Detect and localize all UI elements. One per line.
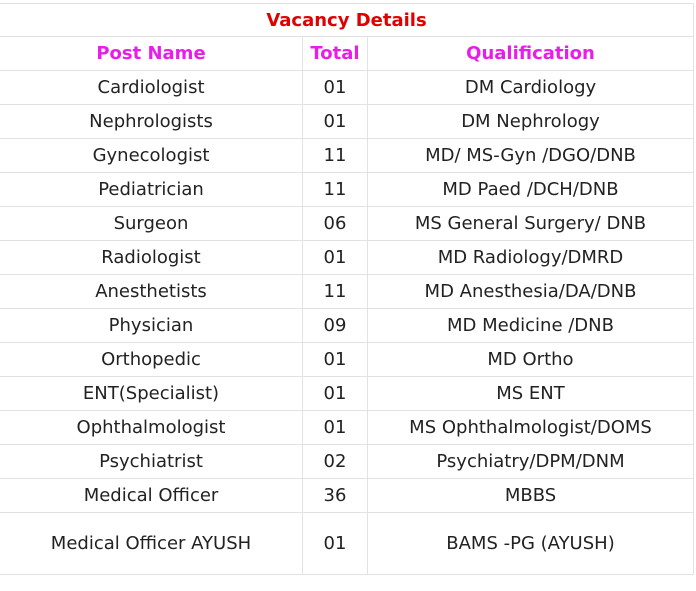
qualification-cell: MBBS [367, 478, 694, 513]
total-cell: 01 [302, 104, 368, 139]
qualification-cell: MS ENT [367, 376, 694, 411]
qualification-cell: MD Radiology/DMRD [367, 240, 694, 275]
post-name-cell: Pediatrician [0, 172, 303, 207]
post-name-cell: Ophthalmologist [0, 410, 303, 445]
total-cell: 01 [302, 342, 368, 377]
table-row: Medical Officer 36 MBBS [0, 478, 694, 513]
total-cell: 01 [302, 240, 368, 275]
table-row: Psychiatrist 02 Psychiatry/DPM/DNM [0, 444, 694, 479]
post-name-cell: Physician [0, 308, 303, 343]
qualification-cell: MD Paed /DCH/DNB [367, 172, 694, 207]
table-row: Physician 09 MD Medicine /DNB [0, 308, 694, 343]
post-name-cell: Radiologist [0, 240, 303, 275]
table-row: Nephrologists 01 DM Nephrology [0, 104, 694, 139]
table-row: Orthopedic 01 MD Ortho [0, 342, 694, 377]
header-qualification: Qualification [367, 36, 694, 71]
total-cell: 11 [302, 172, 368, 207]
qualification-cell: Psychiatry/DPM/DNM [367, 444, 694, 479]
table-row: Surgeon 06 MS General Surgery/ DNB [0, 206, 694, 241]
post-name-cell: Cardiologist [0, 70, 303, 105]
qualification-cell: DM Nephrology [367, 104, 694, 139]
total-cell: 09 [302, 308, 368, 343]
table-row: Cardiologist 01 DM Cardiology [0, 70, 694, 105]
post-name-cell: ENT(Specialist) [0, 376, 303, 411]
post-name-cell: Orthopedic [0, 342, 303, 377]
header-total: Total [302, 36, 368, 71]
table-row: Anesthetists 11 MD Anesthesia/DA/DNB [0, 274, 694, 309]
table-row: Ophthalmologist 01 MS Ophthalmologist/DOMS [0, 410, 694, 445]
post-name-cell: Medical Officer AYUSH [0, 512, 303, 575]
total-cell: 01 [302, 512, 368, 575]
total-cell: 01 [302, 410, 368, 445]
table-row: Radiologist 01 MD Radiology/DMRD [0, 240, 694, 275]
header-row: Post Name Total Qualification [0, 36, 694, 71]
table-row: Pediatrician 11 MD Paed /DCH/DNB [0, 172, 694, 207]
qualification-cell: BAMS -PG (AYUSH) [367, 512, 694, 575]
qualification-cell: MD Medicine /DNB [367, 308, 694, 343]
post-name-cell: Nephrologists [0, 104, 303, 139]
post-name-cell: Gynecologist [0, 138, 303, 173]
post-name-cell: Surgeon [0, 206, 303, 241]
table-row: ENT(Specialist) 01 MS ENT [0, 376, 694, 411]
header-post-name: Post Name [0, 36, 303, 71]
total-cell: 36 [302, 478, 368, 513]
qualification-cell: MD Ortho [367, 342, 694, 377]
vacancy-table: Vacancy Details Post Name Total Qualific… [0, 3, 694, 575]
post-name-cell: Medical Officer [0, 478, 303, 513]
qualification-cell: DM Cardiology [367, 70, 694, 105]
qualification-cell: MD Anesthesia/DA/DNB [367, 274, 694, 309]
total-cell: 02 [302, 444, 368, 479]
post-name-cell: Anesthetists [0, 274, 303, 309]
table-row: Medical Officer AYUSH 01 BAMS -PG (AYUSH) [0, 512, 694, 575]
total-cell: 06 [302, 206, 368, 241]
total-cell: 01 [302, 376, 368, 411]
qualification-cell: MS Ophthalmologist/DOMS [367, 410, 694, 445]
qualification-cell: MD/ MS-Gyn /DGO/DNB [367, 138, 694, 173]
total-cell: 11 [302, 274, 368, 309]
total-cell: 11 [302, 138, 368, 173]
table-row: Gynecologist 11 MD/ MS-Gyn /DGO/DNB [0, 138, 694, 173]
qualification-cell: MS General Surgery/ DNB [367, 206, 694, 241]
post-name-cell: Psychiatrist [0, 444, 303, 479]
total-cell: 01 [302, 70, 368, 105]
table-title: Vacancy Details [0, 3, 694, 37]
